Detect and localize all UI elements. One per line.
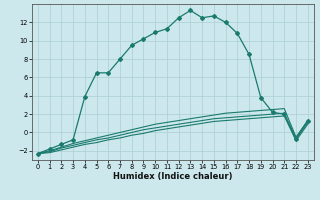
X-axis label: Humidex (Indice chaleur): Humidex (Indice chaleur) [113, 172, 233, 181]
